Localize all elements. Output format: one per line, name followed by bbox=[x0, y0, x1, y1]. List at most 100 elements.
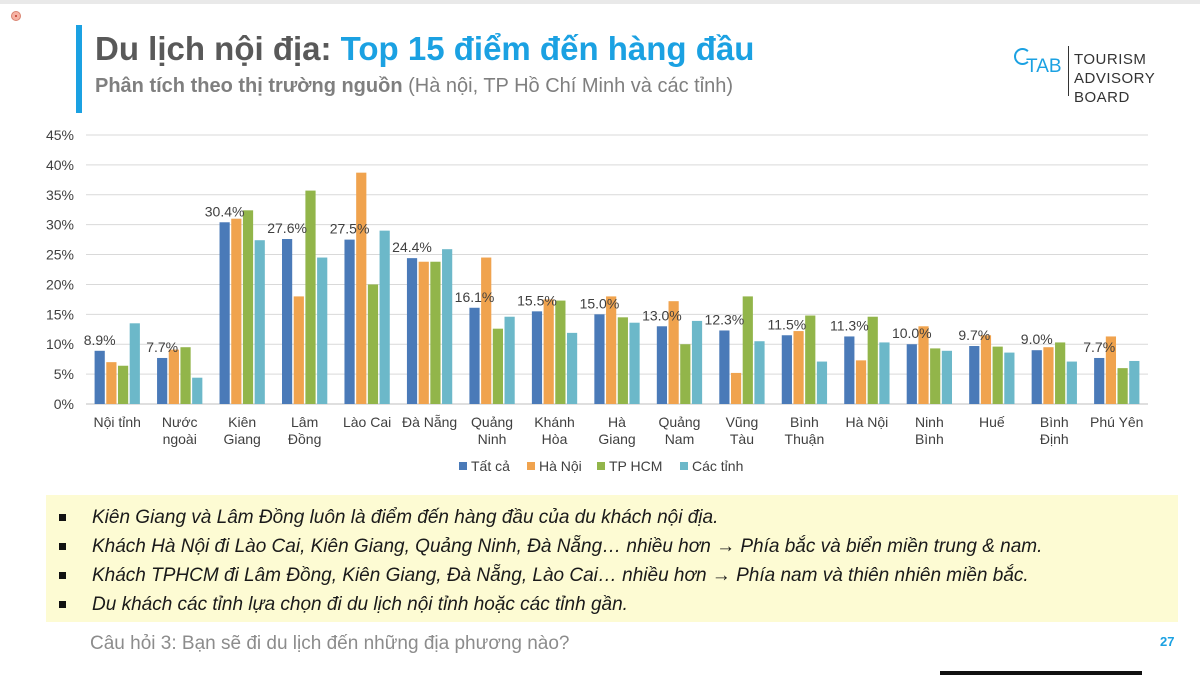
bar-0 bbox=[1031, 350, 1042, 404]
bar-3 bbox=[629, 322, 640, 404]
bar-2 bbox=[1117, 368, 1128, 404]
bar-0 bbox=[969, 346, 980, 404]
x-tick-label: Tàu bbox=[730, 431, 754, 447]
subtitle-rest: (Hà nội, TP Hồ Chí Minh và các tỉnh) bbox=[402, 75, 734, 97]
data-label: 10.0% bbox=[892, 325, 932, 341]
bar-0 bbox=[844, 336, 855, 404]
y-tick-label: 30% bbox=[46, 217, 74, 233]
bullet-icon bbox=[59, 543, 66, 550]
x-tick-label: Kiên bbox=[228, 414, 256, 430]
legend-label: Tất cả bbox=[471, 458, 510, 474]
x-tick-label: Giang bbox=[598, 431, 635, 447]
bar-1 bbox=[1043, 347, 1054, 404]
bar-3 bbox=[254, 240, 265, 404]
bar-1 bbox=[855, 360, 867, 404]
bar-1 bbox=[668, 301, 679, 404]
data-label: 11.5% bbox=[768, 316, 807, 332]
bar-3 bbox=[442, 249, 453, 404]
y-tick-label: 15% bbox=[46, 306, 74, 322]
x-tick-label: ngoài bbox=[163, 431, 197, 447]
bullet-icon bbox=[59, 572, 66, 579]
bar-3 bbox=[192, 377, 203, 404]
logo-tab-text: TAB bbox=[1026, 56, 1062, 77]
legend-swatch bbox=[527, 462, 535, 470]
logo-ring-icon bbox=[1014, 48, 1031, 65]
x-tick-label: Hà bbox=[608, 414, 626, 430]
record-indicator-icon bbox=[11, 11, 21, 21]
bar-1 bbox=[481, 257, 492, 404]
bar-1 bbox=[980, 335, 992, 404]
logo-text: TOURISM ADVISORY BOARD bbox=[1074, 50, 1187, 107]
page-subtitle: Phân tích theo thị trường nguồn (Hà nội,… bbox=[95, 75, 733, 98]
x-tick-label: Định bbox=[1040, 431, 1069, 447]
data-label: 7.7% bbox=[146, 339, 178, 355]
insight-item: Du khách các tỉnh lựa chọn đi du lịch nộ… bbox=[46, 590, 1178, 619]
bar-0 bbox=[531, 311, 543, 404]
bar-0 bbox=[719, 330, 730, 404]
x-tick-label: Nước bbox=[162, 414, 198, 430]
bar-2 bbox=[742, 296, 753, 404]
bullet-icon bbox=[59, 601, 66, 608]
bar-1 bbox=[231, 218, 242, 404]
page-title: Du lịch nội địa: Top 15 điểm đến hàng đầ… bbox=[95, 30, 754, 68]
x-tick-label: Bình bbox=[915, 431, 944, 447]
data-label: 11.3% bbox=[830, 317, 869, 333]
bar-1 bbox=[730, 372, 742, 404]
data-label: 13.0% bbox=[642, 307, 682, 323]
logo-line2: ADVISORY BOARD bbox=[1074, 70, 1155, 106]
subtitle-bold: Phân tích theo thị trường nguồn bbox=[95, 75, 403, 97]
bar-0 bbox=[906, 344, 917, 404]
bar-0 bbox=[594, 314, 605, 404]
bar-3 bbox=[379, 230, 390, 404]
x-tick-label: Nam bbox=[665, 431, 695, 447]
bar-3 bbox=[317, 257, 328, 404]
y-tick-label: 35% bbox=[46, 187, 74, 203]
survey-question: Câu hỏi 3: Bạn sẽ đi du lịch đến những đ… bbox=[90, 633, 570, 654]
bar-1 bbox=[293, 296, 304, 404]
x-tick-label: Quảng bbox=[658, 414, 700, 430]
top-frame-line bbox=[0, 0, 1200, 4]
bar-2 bbox=[867, 316, 878, 404]
y-tick-label: 20% bbox=[46, 276, 74, 292]
bar-0 bbox=[219, 222, 230, 404]
data-label: 7.7% bbox=[1083, 339, 1115, 355]
bottom-taskbar bbox=[940, 671, 1142, 675]
insight-text: Khách TPHCM đi Lâm Đồng, Kiên Giang, Đà … bbox=[92, 565, 1029, 586]
x-tick-label: Thuận bbox=[785, 431, 825, 447]
bar-2 bbox=[367, 284, 379, 404]
bar-0 bbox=[344, 239, 355, 404]
data-label: 15.0% bbox=[580, 295, 620, 311]
insight-item: Khách Hà Nội đi Lào Cai, Kiên Giang, Quả… bbox=[46, 532, 1178, 561]
bar-3 bbox=[1066, 361, 1077, 404]
x-tick-label: Đà Nẵng bbox=[402, 414, 457, 430]
data-label: 9.0% bbox=[1021, 331, 1053, 347]
bar-2 bbox=[680, 344, 691, 404]
legend-swatch bbox=[680, 462, 688, 470]
logo-line1: TOURISM bbox=[1074, 51, 1147, 68]
y-tick-label: 40% bbox=[46, 157, 74, 173]
insight-text: Khách Hà Nội đi Lào Cai, Kiên Giang, Quả… bbox=[92, 536, 1043, 557]
x-tick-label: Lào Cai bbox=[343, 414, 391, 430]
logo-separator bbox=[1068, 46, 1069, 96]
bar-0 bbox=[469, 307, 480, 404]
x-tick-label: Giang bbox=[223, 431, 260, 447]
x-tick-label: Huế bbox=[979, 414, 1005, 430]
bar-1 bbox=[793, 331, 804, 404]
x-tick-label: Lâm bbox=[291, 414, 318, 430]
bar-3 bbox=[691, 320, 703, 404]
bar-0 bbox=[281, 239, 293, 404]
x-tick-label: Phú Yên bbox=[1090, 414, 1143, 430]
data-label: 27.6% bbox=[267, 220, 307, 236]
bar-3 bbox=[879, 342, 890, 404]
bar-2 bbox=[117, 365, 129, 404]
bar-3 bbox=[754, 341, 765, 404]
bar-2 bbox=[492, 328, 504, 404]
x-tick-label: Ninh bbox=[915, 414, 944, 430]
data-label: 24.4% bbox=[392, 239, 432, 255]
bar-0 bbox=[406, 258, 418, 404]
x-tick-label: Đồng bbox=[288, 431, 321, 447]
bar-2 bbox=[242, 210, 254, 404]
bar-0 bbox=[781, 335, 792, 404]
legend-swatch bbox=[459, 462, 467, 470]
bar-0 bbox=[1094, 357, 1105, 404]
